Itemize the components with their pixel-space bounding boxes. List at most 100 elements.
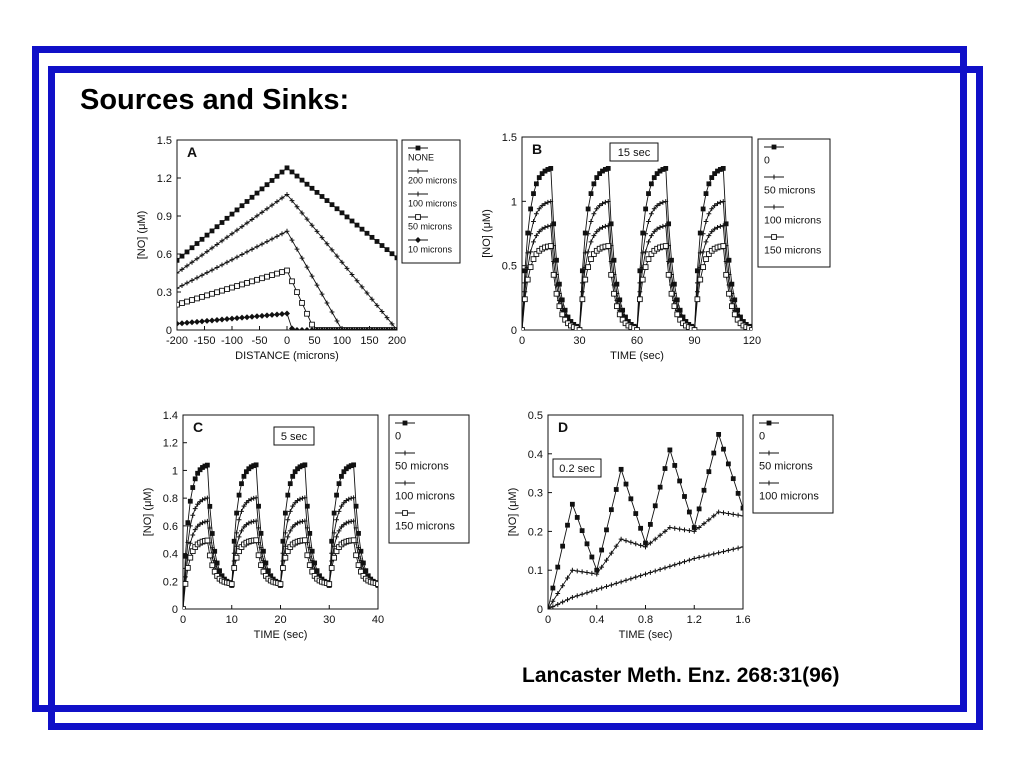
data-point xyxy=(608,582,614,588)
data-point xyxy=(248,464,254,470)
data-point xyxy=(669,257,674,263)
data-point xyxy=(364,230,370,236)
data-point xyxy=(375,581,378,587)
data-point xyxy=(374,302,380,308)
annotation: 0.2 sec xyxy=(552,458,602,478)
data-point xyxy=(299,255,305,261)
data-point xyxy=(265,568,271,574)
data-point xyxy=(597,226,603,232)
data-point xyxy=(297,496,303,502)
y-axis-label: [NO] (μM) xyxy=(136,211,148,260)
data-point xyxy=(654,203,660,209)
data-point xyxy=(349,327,355,330)
data-point xyxy=(697,250,703,256)
data-point xyxy=(334,517,339,523)
data-point xyxy=(646,219,651,224)
data-point xyxy=(294,327,300,330)
data-point xyxy=(672,562,678,568)
data-point xyxy=(326,581,333,587)
data-point xyxy=(284,267,290,274)
data-point xyxy=(351,518,357,524)
y-axis-label: [NO] (μM) xyxy=(481,209,493,258)
data-point xyxy=(554,257,559,263)
x-axis-label: TIME (sec) xyxy=(254,629,308,641)
data-point xyxy=(539,171,545,176)
data-point xyxy=(354,222,360,228)
data-point xyxy=(643,249,649,255)
data-point xyxy=(302,462,308,468)
y-tick-label: 0.6 xyxy=(157,249,172,261)
y-tick-label: 1.2 xyxy=(163,438,178,450)
data-point xyxy=(579,296,586,303)
data-point xyxy=(662,565,668,571)
data-point xyxy=(360,560,366,566)
data-point xyxy=(209,317,215,324)
data-point xyxy=(314,327,320,330)
data-point xyxy=(579,591,585,597)
data-point xyxy=(292,522,298,527)
legend-label: 100 microns xyxy=(395,491,455,503)
legend: NONE 200 microns 100 microns 50 microns 10 m… xyxy=(401,139,461,264)
data-point xyxy=(542,224,548,230)
y-tick-label: 1 xyxy=(172,465,178,477)
data-point xyxy=(202,496,208,502)
data-point xyxy=(194,275,200,281)
data-point xyxy=(336,528,342,534)
data-point xyxy=(657,532,663,538)
data-point xyxy=(734,316,741,323)
data-point xyxy=(531,239,536,245)
data-point xyxy=(217,568,222,574)
data-point xyxy=(289,278,295,285)
data-point xyxy=(341,522,347,527)
data-point xyxy=(531,191,536,197)
data-point xyxy=(314,229,320,234)
data-point xyxy=(542,168,548,174)
data-point xyxy=(189,278,195,283)
data-point xyxy=(279,269,285,275)
data-point xyxy=(249,194,255,200)
data-point xyxy=(279,310,285,317)
data-point xyxy=(394,327,397,330)
data-point xyxy=(663,166,669,171)
data-point xyxy=(597,203,603,209)
data-point xyxy=(295,466,300,472)
data-point xyxy=(202,519,208,525)
data-point xyxy=(339,524,344,530)
data-point xyxy=(304,216,310,222)
data-point xyxy=(344,265,350,271)
data-point xyxy=(264,206,270,212)
data-point xyxy=(604,584,609,589)
annotation: 15 sec xyxy=(609,142,659,162)
data-point xyxy=(633,541,639,547)
data-point xyxy=(651,206,657,212)
data-point xyxy=(304,264,310,270)
data-point xyxy=(248,496,254,502)
data-point xyxy=(536,175,542,180)
x-tick-label: -100 xyxy=(221,335,243,347)
x-tick-label: 20 xyxy=(274,614,286,626)
data-point xyxy=(253,495,259,501)
data-point xyxy=(525,230,531,236)
data-point xyxy=(565,522,570,528)
data-point xyxy=(608,221,614,227)
data-point xyxy=(214,560,220,566)
data-point xyxy=(648,233,654,239)
data-point xyxy=(239,509,244,514)
data-point xyxy=(187,554,194,561)
data-point xyxy=(701,553,707,559)
data-point xyxy=(261,548,266,554)
data-point xyxy=(634,327,640,330)
data-point xyxy=(389,327,395,330)
data-point xyxy=(652,568,658,574)
data-point xyxy=(647,522,653,527)
data-point xyxy=(355,562,362,568)
data-point xyxy=(259,186,265,192)
y-tick-label: 0.4 xyxy=(528,449,543,461)
data-point xyxy=(602,223,608,229)
data-point xyxy=(212,548,218,554)
legend-label: 0 xyxy=(759,431,765,443)
data-point xyxy=(591,211,597,217)
data-point xyxy=(666,221,672,227)
data-point xyxy=(548,166,554,171)
data-point xyxy=(735,490,741,496)
